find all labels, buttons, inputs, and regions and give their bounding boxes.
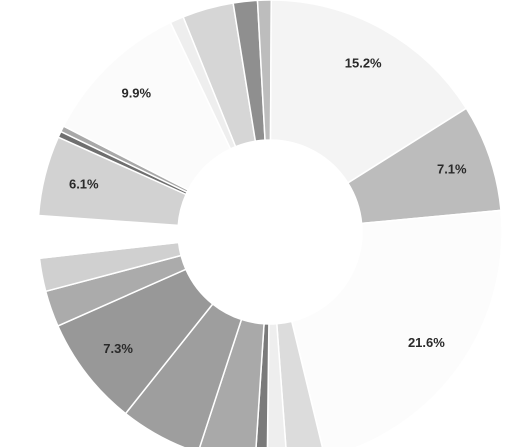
pie-slice xyxy=(169,15,237,150)
slice-label: 7.1% xyxy=(437,162,467,177)
labels-group: 15.2% 7.1% 21.6% 7.3% 6.1% 9.9% xyxy=(69,56,467,356)
slices-group xyxy=(37,0,503,447)
pie-slice xyxy=(269,0,468,184)
slice-label: 6.1% xyxy=(69,177,99,192)
slice-label: 9.9% xyxy=(121,86,151,101)
slice-label: 7.3% xyxy=(103,341,133,356)
slice-label: 21.6% xyxy=(408,335,445,350)
pie-slice xyxy=(290,209,503,447)
slice-label: 15.2% xyxy=(345,56,382,71)
